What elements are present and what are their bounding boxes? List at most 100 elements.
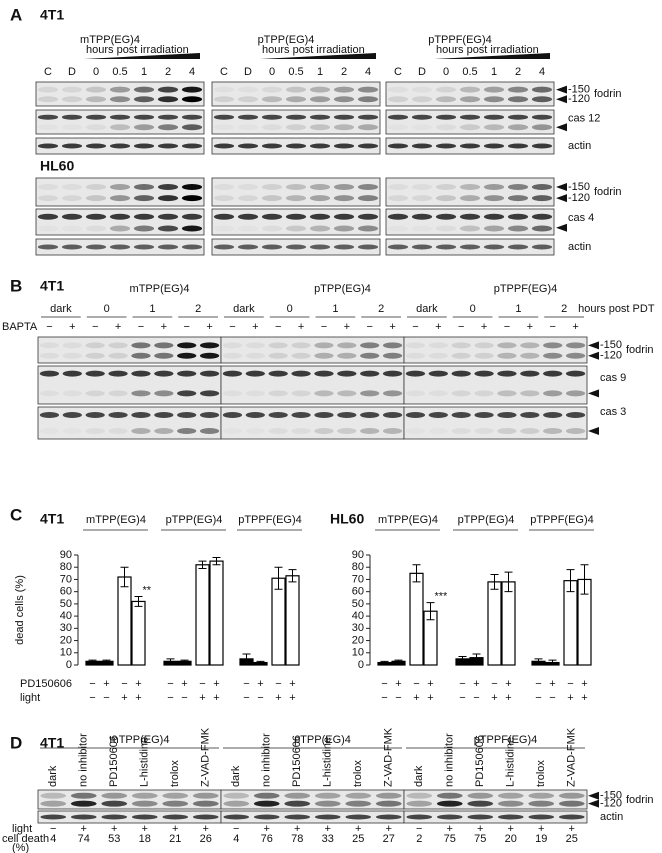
band — [85, 412, 105, 418]
band — [507, 86, 529, 93]
band — [435, 96, 457, 103]
band — [459, 213, 481, 220]
band — [565, 412, 586, 418]
marker: -150 — [600, 790, 622, 802]
sign: − — [121, 678, 127, 690]
sign: + — [294, 823, 300, 835]
band — [309, 143, 331, 149]
band — [451, 342, 471, 349]
sign: + — [581, 692, 587, 704]
arrow — [556, 223, 567, 232]
band — [531, 213, 553, 220]
band — [333, 244, 355, 250]
cell-line: 4T1 — [40, 278, 64, 294]
wedge — [84, 53, 200, 59]
band — [101, 814, 128, 820]
bar — [501, 581, 516, 666]
band — [451, 390, 471, 397]
band — [199, 412, 220, 418]
sign: − — [366, 321, 372, 333]
sign: + — [289, 692, 295, 704]
band — [181, 86, 203, 93]
error-bar — [490, 574, 499, 590]
row-label: actin — [600, 811, 623, 823]
sign: + — [508, 823, 514, 835]
band — [428, 390, 448, 397]
band — [483, 114, 505, 120]
band — [474, 352, 494, 359]
band — [411, 244, 433, 250]
band — [474, 412, 494, 418]
y-tick-label: 50 — [60, 598, 72, 610]
band — [177, 412, 197, 418]
marker: -120 — [600, 798, 622, 810]
band — [382, 412, 403, 418]
arrow — [588, 791, 599, 800]
band — [133, 225, 155, 232]
sign: + — [549, 678, 555, 690]
band — [474, 342, 494, 349]
band — [181, 143, 203, 149]
band — [268, 412, 288, 418]
band — [357, 195, 379, 202]
row-label: cas 12 — [568, 112, 600, 124]
error-bar — [394, 659, 403, 664]
row-label: fodrin — [626, 344, 654, 356]
band — [40, 428, 59, 434]
sign: + — [527, 321, 533, 333]
band — [261, 86, 283, 93]
band — [406, 814, 433, 820]
band — [360, 352, 380, 359]
band — [375, 814, 402, 820]
band — [387, 244, 409, 250]
band — [39, 390, 60, 397]
band — [405, 390, 426, 397]
lane-label: trolox — [535, 760, 547, 787]
blot — [35, 81, 205, 107]
band — [85, 195, 107, 202]
band — [109, 244, 131, 250]
band — [285, 124, 307, 131]
band — [62, 226, 82, 232]
band — [497, 792, 524, 799]
band — [411, 143, 433, 149]
band — [360, 428, 380, 434]
band — [85, 213, 107, 220]
arrow — [556, 85, 567, 94]
band — [70, 814, 97, 820]
band — [357, 183, 379, 190]
blot — [220, 406, 405, 440]
band — [61, 96, 83, 103]
band — [337, 352, 357, 359]
group-title: mTPP(EG)4 — [80, 34, 140, 46]
time-label: 2 — [561, 303, 567, 315]
sign: − — [199, 678, 205, 690]
band — [238, 226, 258, 232]
sign: − — [89, 692, 95, 704]
cell-death: 75 — [444, 833, 456, 845]
band — [388, 226, 408, 232]
sign: − — [89, 678, 95, 690]
band — [459, 183, 481, 190]
band — [222, 352, 243, 359]
lane-label: no inhibitor — [444, 733, 456, 787]
band — [411, 183, 433, 190]
band — [451, 412, 471, 418]
band — [63, 428, 82, 434]
band — [181, 183, 203, 190]
band — [451, 352, 471, 359]
band — [520, 412, 540, 418]
chart-title: 4T1 — [40, 511, 64, 527]
band — [337, 412, 357, 418]
band — [565, 428, 586, 434]
cell-line: 4T1 — [40, 7, 64, 23]
lane-label: 0.5 — [462, 66, 477, 78]
sign: + — [581, 678, 587, 690]
band — [405, 352, 426, 359]
band — [333, 183, 355, 190]
band — [177, 342, 197, 349]
bar — [563, 580, 578, 666]
band — [162, 800, 189, 807]
y-tick-label: 60 — [352, 586, 364, 598]
band — [507, 183, 529, 190]
